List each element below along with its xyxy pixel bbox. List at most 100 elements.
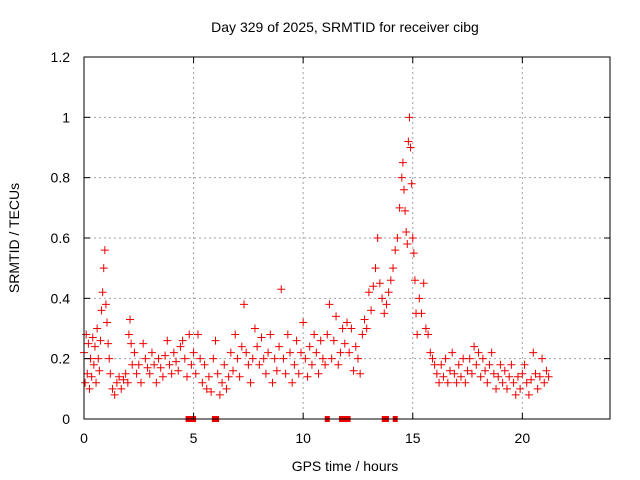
data-point bbox=[231, 330, 240, 339]
data-point bbox=[391, 246, 400, 255]
data-point bbox=[409, 249, 418, 258]
data-point bbox=[272, 366, 281, 375]
data-point bbox=[454, 360, 463, 369]
data-point bbox=[478, 354, 487, 363]
data-point bbox=[538, 354, 547, 363]
data-point bbox=[507, 360, 516, 369]
data-point bbox=[130, 348, 139, 357]
data-point bbox=[150, 360, 159, 369]
data-point bbox=[248, 354, 257, 363]
data-point bbox=[424, 330, 433, 339]
data-point bbox=[279, 354, 288, 363]
data-point bbox=[141, 354, 150, 363]
data-point bbox=[292, 336, 301, 345]
data-point bbox=[136, 378, 145, 387]
data-point bbox=[542, 366, 551, 375]
data-point bbox=[264, 348, 273, 357]
data-point bbox=[334, 360, 343, 369]
data-point bbox=[198, 378, 207, 387]
data-point bbox=[338, 324, 347, 333]
y-tick-label: 1 bbox=[62, 109, 70, 125]
data-point bbox=[437, 360, 446, 369]
data-point bbox=[117, 384, 126, 393]
data-point bbox=[476, 372, 485, 381]
data-point bbox=[329, 336, 338, 345]
data-point bbox=[397, 173, 406, 182]
data-point bbox=[255, 360, 264, 369]
data-point bbox=[336, 348, 345, 357]
data-point bbox=[126, 315, 135, 324]
data-point bbox=[132, 369, 141, 378]
data-point bbox=[103, 318, 112, 327]
data-point bbox=[380, 309, 389, 318]
data-point bbox=[283, 330, 292, 339]
data-point bbox=[189, 348, 198, 357]
data-point bbox=[96, 336, 105, 345]
data-point bbox=[207, 387, 216, 396]
data-point bbox=[235, 372, 244, 381]
data-point bbox=[123, 378, 132, 387]
data-point bbox=[152, 378, 161, 387]
data-point bbox=[288, 378, 297, 387]
x-tick-label: 10 bbox=[295, 430, 311, 446]
data-point bbox=[318, 354, 327, 363]
data-point bbox=[467, 369, 476, 378]
chart-title: Day 329 of 2025, SRMTID for receiver cib… bbox=[211, 19, 479, 35]
data-point bbox=[441, 354, 450, 363]
data-point bbox=[204, 372, 213, 381]
data-point bbox=[384, 288, 393, 297]
data-point bbox=[511, 390, 520, 399]
data-point bbox=[305, 342, 314, 351]
data-point bbox=[369, 282, 378, 291]
x-tick-label: 5 bbox=[190, 430, 198, 446]
data-point bbox=[237, 342, 246, 351]
data-point bbox=[169, 348, 178, 357]
x-tick-label: 20 bbox=[515, 430, 531, 446]
data-point bbox=[185, 330, 194, 339]
data-point bbox=[395, 203, 404, 212]
data-point bbox=[180, 354, 189, 363]
data-point bbox=[463, 366, 472, 375]
data-point bbox=[533, 384, 542, 393]
data-point bbox=[393, 234, 402, 242]
data-point bbox=[81, 378, 90, 387]
data-point bbox=[452, 378, 461, 387]
data-point bbox=[417, 309, 426, 318]
data-point bbox=[472, 360, 481, 369]
data-point bbox=[367, 306, 376, 315]
data-point bbox=[362, 324, 371, 333]
data-point bbox=[332, 312, 341, 321]
data-point bbox=[84, 339, 93, 348]
data-point bbox=[312, 348, 321, 357]
data-point bbox=[343, 318, 351, 327]
plot-frame bbox=[83, 56, 611, 420]
data-point bbox=[382, 300, 391, 309]
data-point bbox=[406, 143, 415, 152]
data-point bbox=[92, 378, 101, 387]
data-point bbox=[450, 369, 459, 378]
data-point bbox=[196, 354, 205, 363]
data-point bbox=[161, 351, 170, 360]
data-point bbox=[489, 369, 498, 378]
y-tick-label: 0.4 bbox=[51, 290, 71, 306]
data-point bbox=[398, 158, 407, 167]
data-point bbox=[443, 378, 452, 387]
data-point bbox=[83, 369, 92, 378]
data-point bbox=[544, 372, 553, 381]
data-point bbox=[415, 294, 424, 303]
data-point bbox=[505, 372, 514, 381]
data-point bbox=[456, 372, 465, 381]
data-point bbox=[275, 342, 284, 351]
data-point bbox=[193, 330, 202, 339]
data-point bbox=[257, 333, 266, 342]
data-point bbox=[426, 348, 435, 357]
data-point bbox=[316, 336, 325, 345]
data-point bbox=[163, 336, 172, 345]
data-point bbox=[439, 372, 448, 381]
data-point bbox=[527, 375, 536, 384]
x-axis-label: GPS time / hours bbox=[292, 458, 399, 474]
data-point bbox=[281, 369, 290, 378]
data-point bbox=[139, 339, 148, 348]
data-point bbox=[165, 360, 174, 369]
data-point bbox=[286, 348, 295, 357]
